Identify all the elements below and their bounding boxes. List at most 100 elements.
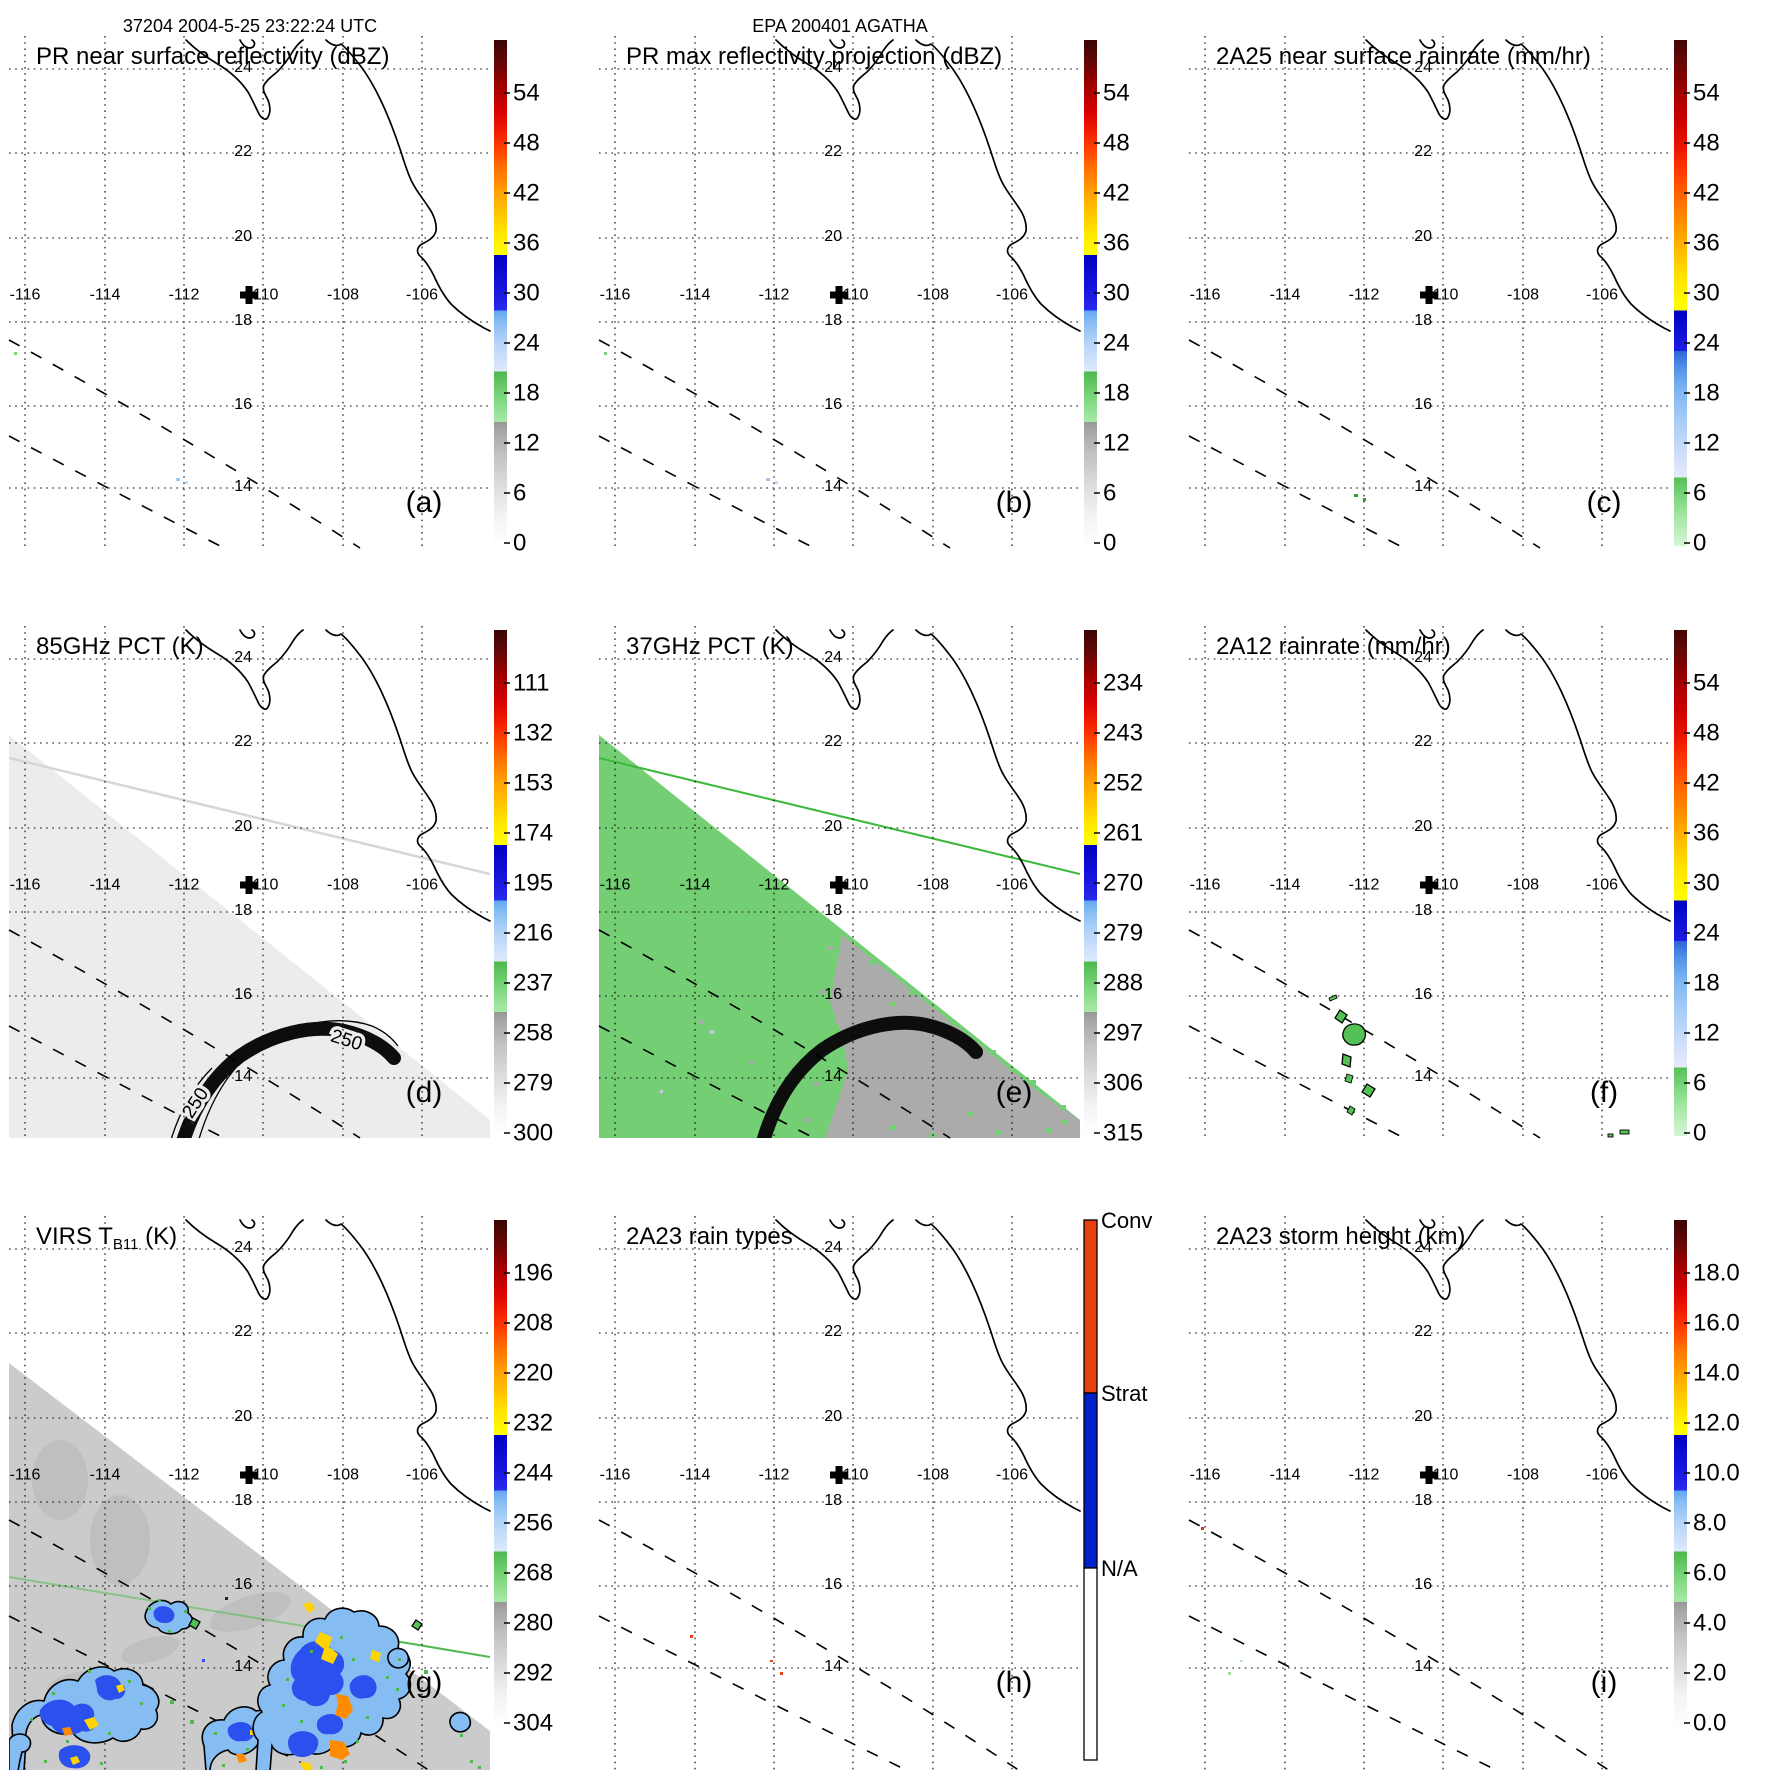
svg-text:14: 14 [824,1068,842,1085]
svg-text:14: 14 [234,478,252,495]
colorbar-tick-label: 0 [513,530,526,557]
lat-labels: 24 22 20 18 16 14 [824,59,842,495]
svg-text:-112: -112 [1349,1467,1380,1484]
colorbar-tick-label: 30 [513,280,540,307]
panel-a: -116 -114 -112 -110 -108 -106 24 22 20 1… [0,0,590,590]
svg-text:-110: -110 [1428,877,1459,894]
lon-labels: -116 -114 -112 -110 -108 -106 [600,877,1029,894]
svg-text:16: 16 [824,986,842,1003]
colorbar-tick-label: 12 [1693,430,1720,457]
colorbar-tick-label: 18 [513,380,540,407]
svg-text:-112: -112 [1349,877,1380,894]
mainland-mexico-coast [915,629,1081,922]
svg-text:-114: -114 [680,877,711,894]
colorbar-tick-label: 12 [1693,1020,1720,1047]
svg-text:-112: -112 [759,1467,790,1484]
svg-text:20: 20 [824,818,842,835]
svg-text:-112: -112 [169,287,200,304]
storm-center-marker [830,876,848,894]
svg-text:18: 18 [1414,1492,1432,1509]
lat-labels: 24 22 20 18 16 14 [234,59,252,495]
svg-text:22: 22 [234,143,252,160]
colorbar-tick-label: 14.0 [1693,1360,1740,1387]
baja-california-coast [1365,39,1484,120]
svg-text:18: 18 [1414,312,1432,329]
colorbar-tick-label: 258 [513,1020,553,1047]
svg-text:20: 20 [234,228,252,245]
svg-text:-114: -114 [1270,1467,1301,1484]
pr-swath-edge-dashes [8,929,361,1139]
storm-center-marker [240,286,258,304]
pr-swath-edge-dashes [8,1519,430,1770]
panel-letter: (e) [996,1076,1033,1109]
panel-c-figure: -116 -114 -112 -110 -108 -106 24 22 20 1… [1188,36,1720,557]
baja-california-coast [185,1219,304,1300]
mainland-mexico-coast [915,1219,1081,1512]
baja-top-notch [1419,39,1436,49]
lon-labels: -116 -114 -112 -110 -108 -106 [10,287,439,304]
colorbar-tick-label: 54 [1693,670,1720,697]
colorbar-tick-label: 243 [1103,720,1143,747]
colorbar-tick-label: 111 [513,670,549,697]
colorbar-tick-label: 300 [513,1120,553,1147]
colorbar-tick-label: 48 [1103,130,1130,157]
svg-text:-116: -116 [1190,1467,1221,1484]
svg-text:-106: -106 [1586,1467,1618,1484]
panel-i-figure: -116 -114 -112 -110 -108 -106 24 22 20 1… [1188,1216,1740,1770]
colorbar: Conv Strat N/A [1083,1208,1152,1761]
pr-swath-edge-dashes [598,929,951,1139]
lat-labels: 24 22 20 18 16 14 [824,649,842,1085]
svg-text:-116: -116 [1190,877,1221,894]
panel-b-figure: -116 -114 -112 -110 -108 -106 24 22 20 1… [598,36,1130,557]
svg-text:22: 22 [234,1323,252,1340]
colorbar-tick-label: 6 [1103,480,1116,507]
svg-text:-108: -108 [917,287,949,304]
colorbar-tick-label: 12.0 [1693,1410,1740,1437]
lat-labels: 24 22 20 18 16 14 [1414,649,1432,1085]
lat-labels: 24 22 20 18 16 14 [234,649,252,1085]
colorbar-tick-label: 8.0 [1693,1510,1726,1537]
mainland-mexico-coast [325,39,491,332]
svg-text:24: 24 [824,1239,842,1256]
svg-text:-106: -106 [996,1467,1028,1484]
svg-text:14: 14 [824,1658,842,1675]
colorbar-tick-label: 280 [513,1610,553,1637]
svg-text:18: 18 [824,1492,842,1509]
storm-header: EPA 200401 AGATHA [752,16,928,36]
baja-california-coast [775,629,894,710]
panel-letter: (h) [996,1666,1033,1699]
baja-top-notch [239,1219,256,1229]
svg-text:22: 22 [824,143,842,160]
colorbar-tick-label: 256 [513,1510,553,1537]
svg-text:-114: -114 [680,287,711,304]
pr-swath-edge-dashes [1188,1519,1610,1770]
svg-text:14: 14 [234,1658,252,1675]
svg-text:20: 20 [1414,228,1432,245]
panel-letter: (i) [1591,1666,1618,1699]
colorbar-tick-label: 48 [1693,130,1720,157]
colorbar: 54 48 42 36 30 24 18 12 6 0 [494,40,540,557]
storm-center-marker [1420,1466,1438,1484]
svg-text:20: 20 [1414,818,1432,835]
panel-title: VIRS TB11 (K) [36,1223,177,1253]
svg-text:-114: -114 [1270,287,1301,304]
colorbar-tick-label: 270 [1103,870,1143,897]
baja-california-coast [775,1219,894,1300]
lon-labels: -116 -114 -112 -110 -108 -106 [600,1467,1029,1484]
svg-text:16: 16 [1414,986,1432,1003]
svg-text:24: 24 [1414,59,1432,76]
panel-letter: (c) [1587,486,1622,519]
colorbar-tick-label: 10.0 [1693,1460,1740,1487]
mainland-mexico-coast [325,629,491,922]
storm-center-marker [240,876,258,894]
svg-text:-116: -116 [600,1467,631,1484]
colorbar-tick-label: 6 [1693,1070,1706,1097]
svg-text:-108: -108 [917,877,949,894]
panel-d: 250 250 [0,590,590,1180]
pr-swath-edge-dashes [1188,929,1541,1139]
panel-title: 2A23 rain types [626,1223,793,1250]
colorbar-tick-label: 232 [513,1410,553,1437]
colorbar-tick-label: 292 [513,1660,553,1687]
svg-text:-116: -116 [600,877,631,894]
panel-title: 2A25 near surface rainrate (mm/hr) [1216,43,1591,70]
